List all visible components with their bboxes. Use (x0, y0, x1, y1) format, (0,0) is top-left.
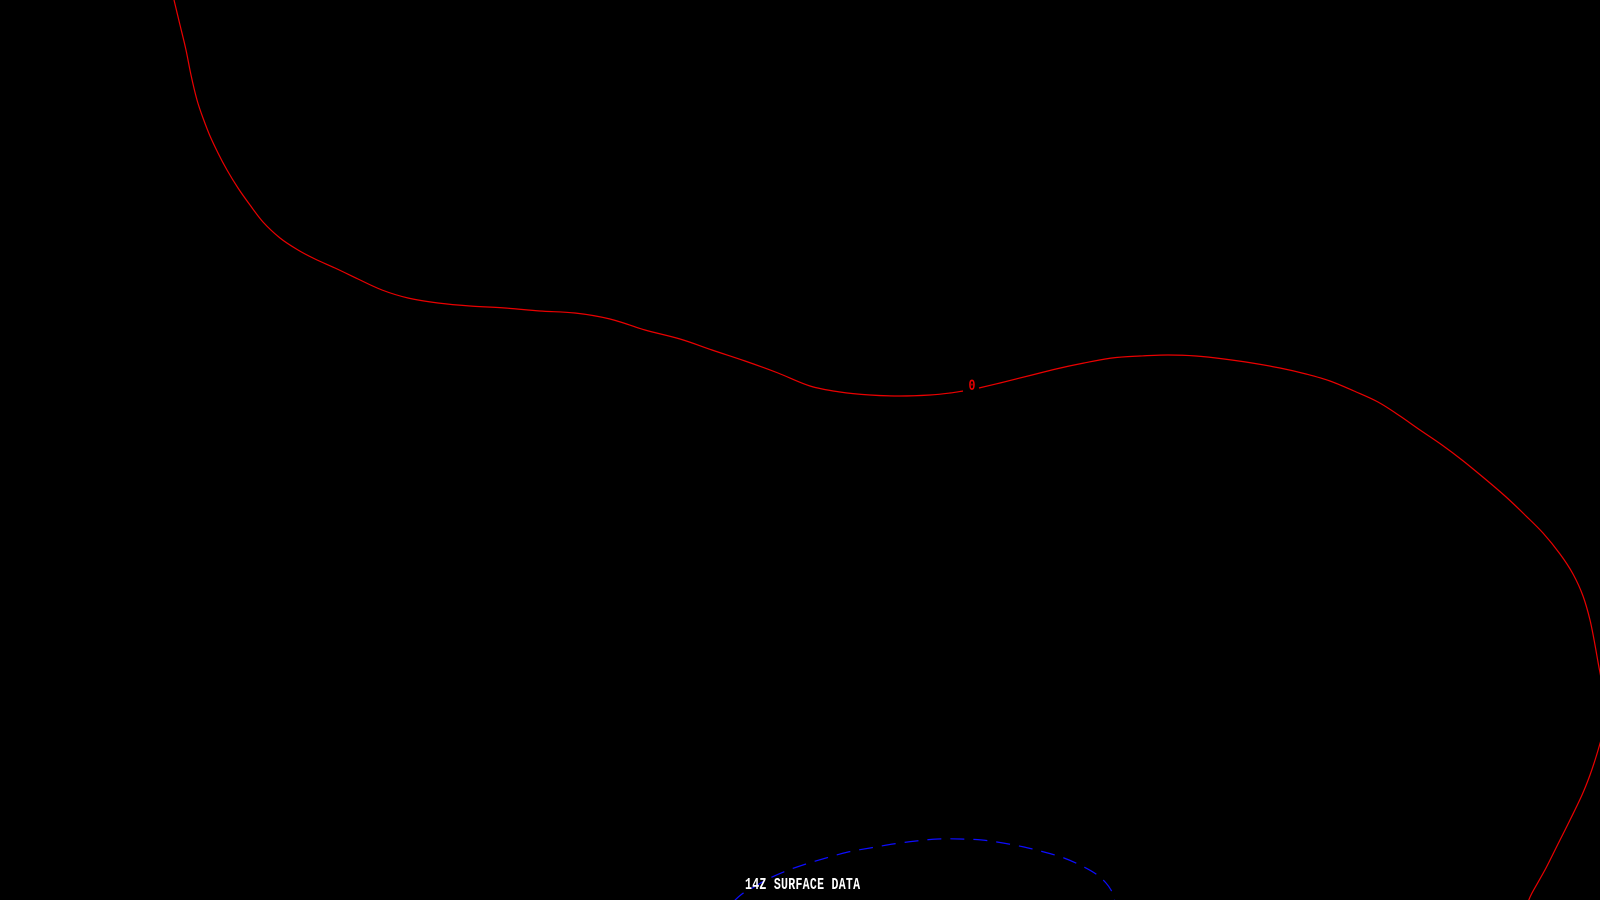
zero-contour-right-edge-line (1528, 741, 1600, 900)
negative-contour-dashed-line (734, 838, 1116, 900)
zero-contour-main-line (173, 0, 964, 397)
zero-contour-value-label: 0 (968, 377, 976, 395)
surface-data-caption: 14Z SURFACE DATA (745, 876, 861, 895)
zero-contour-east-line (978, 354, 1600, 676)
